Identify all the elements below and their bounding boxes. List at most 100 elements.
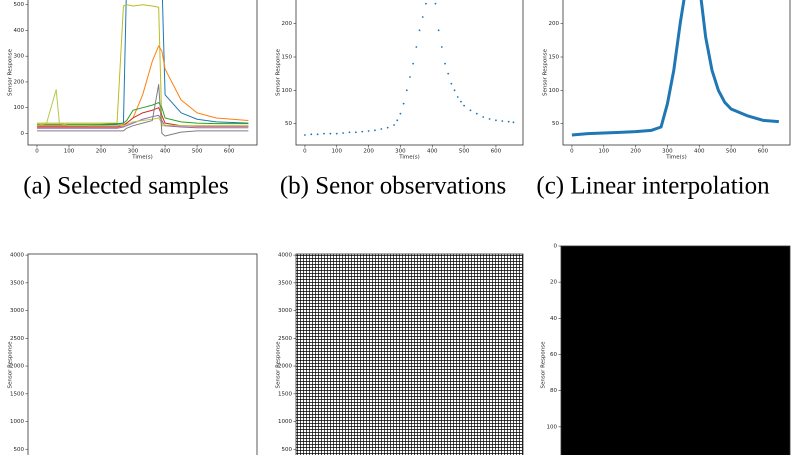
point [453,89,456,92]
point [323,132,325,135]
point [386,126,389,129]
series-line [571,0,779,137]
point [463,104,466,107]
point [469,109,472,112]
y-tick-label: 60 [550,352,557,358]
y-tick-label: 0 [554,244,558,250]
x-tick-label: 600 [491,149,502,155]
x-tick-label: 200 [363,149,374,155]
subplot: 500 1000 1500 2000 2500 3000 3500 4000 Sensor Re… [8,253,258,455]
y-tick-label: 2500 [278,336,292,342]
point [342,132,345,134]
axes-frame [27,0,258,146]
point [310,133,313,136]
series-line [36,102,249,125]
point [361,130,364,133]
caption: (b) Senor observations [280,173,506,200]
y-tick-label: 400 [14,28,25,34]
point [460,100,462,103]
y-tick-label: 50 [552,121,559,127]
point [405,89,408,92]
x-tick-label: 300 [395,149,406,155]
point [507,120,510,123]
y-tick-label: 500 [14,447,25,453]
x-tick-label: 500 [459,149,470,155]
x-tick-label: 600 [758,149,769,155]
point [380,128,383,130]
subplot: 500 1000 1500 2000 2500 3000 3500 4000 Sensor Re… [276,253,524,455]
point [415,46,418,48]
x-tick-label: 200 [630,149,641,155]
x-tick-label: 0 [303,149,307,155]
y-tick-label: 100 [549,88,560,94]
x-tick-label: 400 [160,149,171,155]
point [450,82,453,85]
point [475,112,478,115]
x-tick-label: 300 [128,149,139,155]
y-tick-label: 3000 [10,308,24,314]
y-tick-label: 50 [285,121,292,127]
y-axis-label: Sensor Response [541,341,547,389]
x-tick-label: 600 [224,149,235,155]
x-tick-label: 100 [332,149,343,155]
y-tick-label: 150 [282,55,293,61]
point [495,119,497,122]
point [488,118,491,120]
y-tick-label: 200 [549,21,560,27]
point [418,29,421,32]
x-tick-label: 0 [35,149,39,155]
y-tick-label: 1000 [278,419,292,425]
point [412,62,415,65]
y-tick-label: 150 [549,55,560,61]
y-axis-label: Sensor Response [8,341,14,389]
point [444,62,446,65]
x-tick-label: 400 [427,149,438,155]
point [409,76,411,78]
point [421,16,424,18]
point [367,130,370,132]
plot-area [304,2,515,136]
series-line [36,84,249,137]
subplot: 50 100 150 200 0 100 200 300 400 500 600 Time(s) Sen… [276,0,524,200]
plot-area [571,0,779,137]
y-tick-label: 200 [282,21,293,27]
y-tick-label: 300 [14,54,25,60]
x-tick-label: 400 [694,149,705,155]
y-tick-label: 3500 [278,280,292,286]
x-tick-label: 0 [570,149,574,155]
y-axis-label: Sensor Response [543,48,549,96]
y-tick-label: 500 [14,2,25,8]
point [512,121,515,124]
point [434,2,437,5]
axes-frame [562,0,791,146]
point [482,116,485,118]
point [437,29,440,32]
y-tick-label: 1500 [10,391,24,397]
y-tick-label: 0 [21,131,25,137]
axes-frame [295,253,524,455]
caption: (c) Linear interpolation [536,173,770,200]
axes-frame [27,253,258,455]
y-tick-label: 4000 [10,253,24,259]
x-axis-label: Time(s) [398,155,420,161]
point [440,46,443,48]
plot-area [36,0,249,137]
y-axis-label: Sensor Response [276,341,282,389]
point [402,102,405,105]
x-tick-label: 100 [64,149,75,155]
point [316,133,319,136]
axes-frame [295,0,524,146]
point [501,120,504,122]
y-tick-label: 100 [282,88,293,94]
y-tick-label: 2500 [10,336,24,342]
y-tick-label: 2000 [278,364,292,370]
y-tick-label: 3000 [278,308,292,314]
point [335,132,338,135]
subplot: 0 20 40 60 80 100 Sensor Response [541,244,791,455]
series-line [36,0,249,127]
y-axis-label: Sensor Response [276,48,282,96]
y-tick-label: 100 [547,424,558,430]
y-tick-label: 200 [14,79,25,85]
series-line [36,45,249,127]
subplot: 0 100 200 300 400 500 0 100 200 300 400 500 600 Time(… [8,0,258,200]
